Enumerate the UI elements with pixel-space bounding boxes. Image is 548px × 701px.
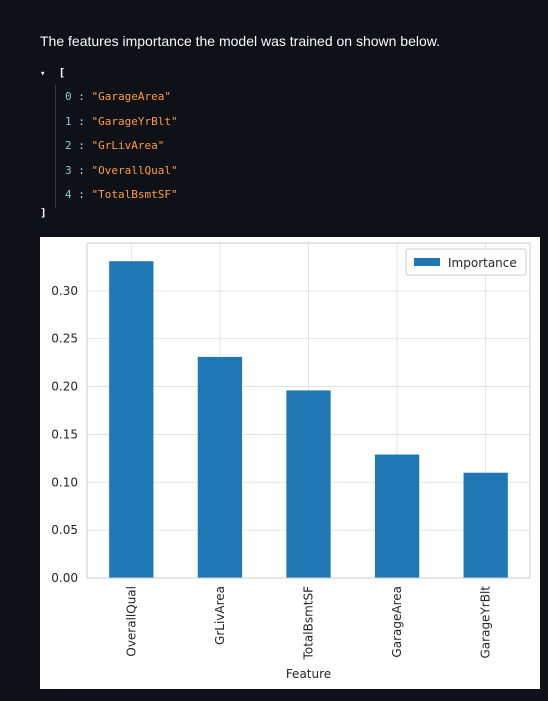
json-item-index: 0 <box>65 90 72 103</box>
plot-frame <box>86 242 531 579</box>
bar <box>374 454 420 578</box>
y-tick-label: 0.30 <box>51 284 78 298</box>
json-items: 0 : "GarageArea" 1 : "GarageYrBlt" 2 : "… <box>55 85 256 208</box>
feature-importance-chart: 0.00 0.05 0.10 0.15 0.20 0.25 0.30 OverallQual G… <box>40 237 540 689</box>
x-tick-label: GarageArea <box>390 586 404 658</box>
y-tick-label: 0.05 <box>51 523 78 537</box>
json-item-value: "GarageYrBlt" <box>91 114 178 128</box>
json-item-index: 2 <box>65 139 72 152</box>
json-item-value: "GrLivArea" <box>91 139 165 152</box>
y-tick-label: 0.20 <box>51 380 78 394</box>
x-tick-label: TotalBsmtSF <box>302 586 316 661</box>
y-tick-label: 0.10 <box>51 475 78 489</box>
json-item-value: "OverallQual" <box>91 163 178 177</box>
json-item-value: "TotalBsmtSF" <box>91 188 178 201</box>
x-tick-label: GarageYrBlt <box>479 586 493 659</box>
json-open-row[interactable]: ▾ [ <box>40 66 65 82</box>
json-item: 4 : "TotalBsmtSF" <box>65 188 178 201</box>
json-item-index: 3 <box>65 163 72 177</box>
bar <box>286 390 331 578</box>
legend-swatch <box>414 258 440 266</box>
legend: Importance <box>405 248 527 276</box>
bar <box>197 356 243 578</box>
bar <box>463 472 508 578</box>
y-tick-label: 0.00 <box>51 571 78 585</box>
json-item: 2 : "GrLivArea" <box>65 139 165 152</box>
json-item: 1 : "GarageYrBlt" <box>65 114 178 128</box>
json-item-value: "GarageArea" <box>91 90 171 103</box>
x-axis-title: Feature <box>286 667 331 681</box>
json-open-bracket: [ <box>58 66 66 79</box>
y-tick-label: 0.25 <box>51 332 78 346</box>
legend-label: Importance <box>448 256 517 270</box>
y-tick-label: 0.15 <box>51 427 78 441</box>
json-item: 3 : "OverallQual" <box>65 163 178 177</box>
intro-text: The features importance the model was tr… <box>40 33 441 49</box>
json-item: 0 : "GarageArea" <box>65 90 171 103</box>
json-close-bracket: ] <box>40 206 47 219</box>
collapse-caret-icon[interactable]: ▾ <box>40 69 46 79</box>
json-item-index: 4 <box>65 188 72 201</box>
json-item-index: 1 <box>65 114 72 128</box>
bar <box>109 261 154 578</box>
x-tick-label: OverallQual <box>124 586 138 657</box>
bar-chart-svg: 0.00 0.05 0.10 0.15 0.20 0.25 0.30 OverallQual G… <box>51 242 531 681</box>
x-tick-label: GrLivArea <box>213 586 227 645</box>
legend-box <box>405 248 527 276</box>
